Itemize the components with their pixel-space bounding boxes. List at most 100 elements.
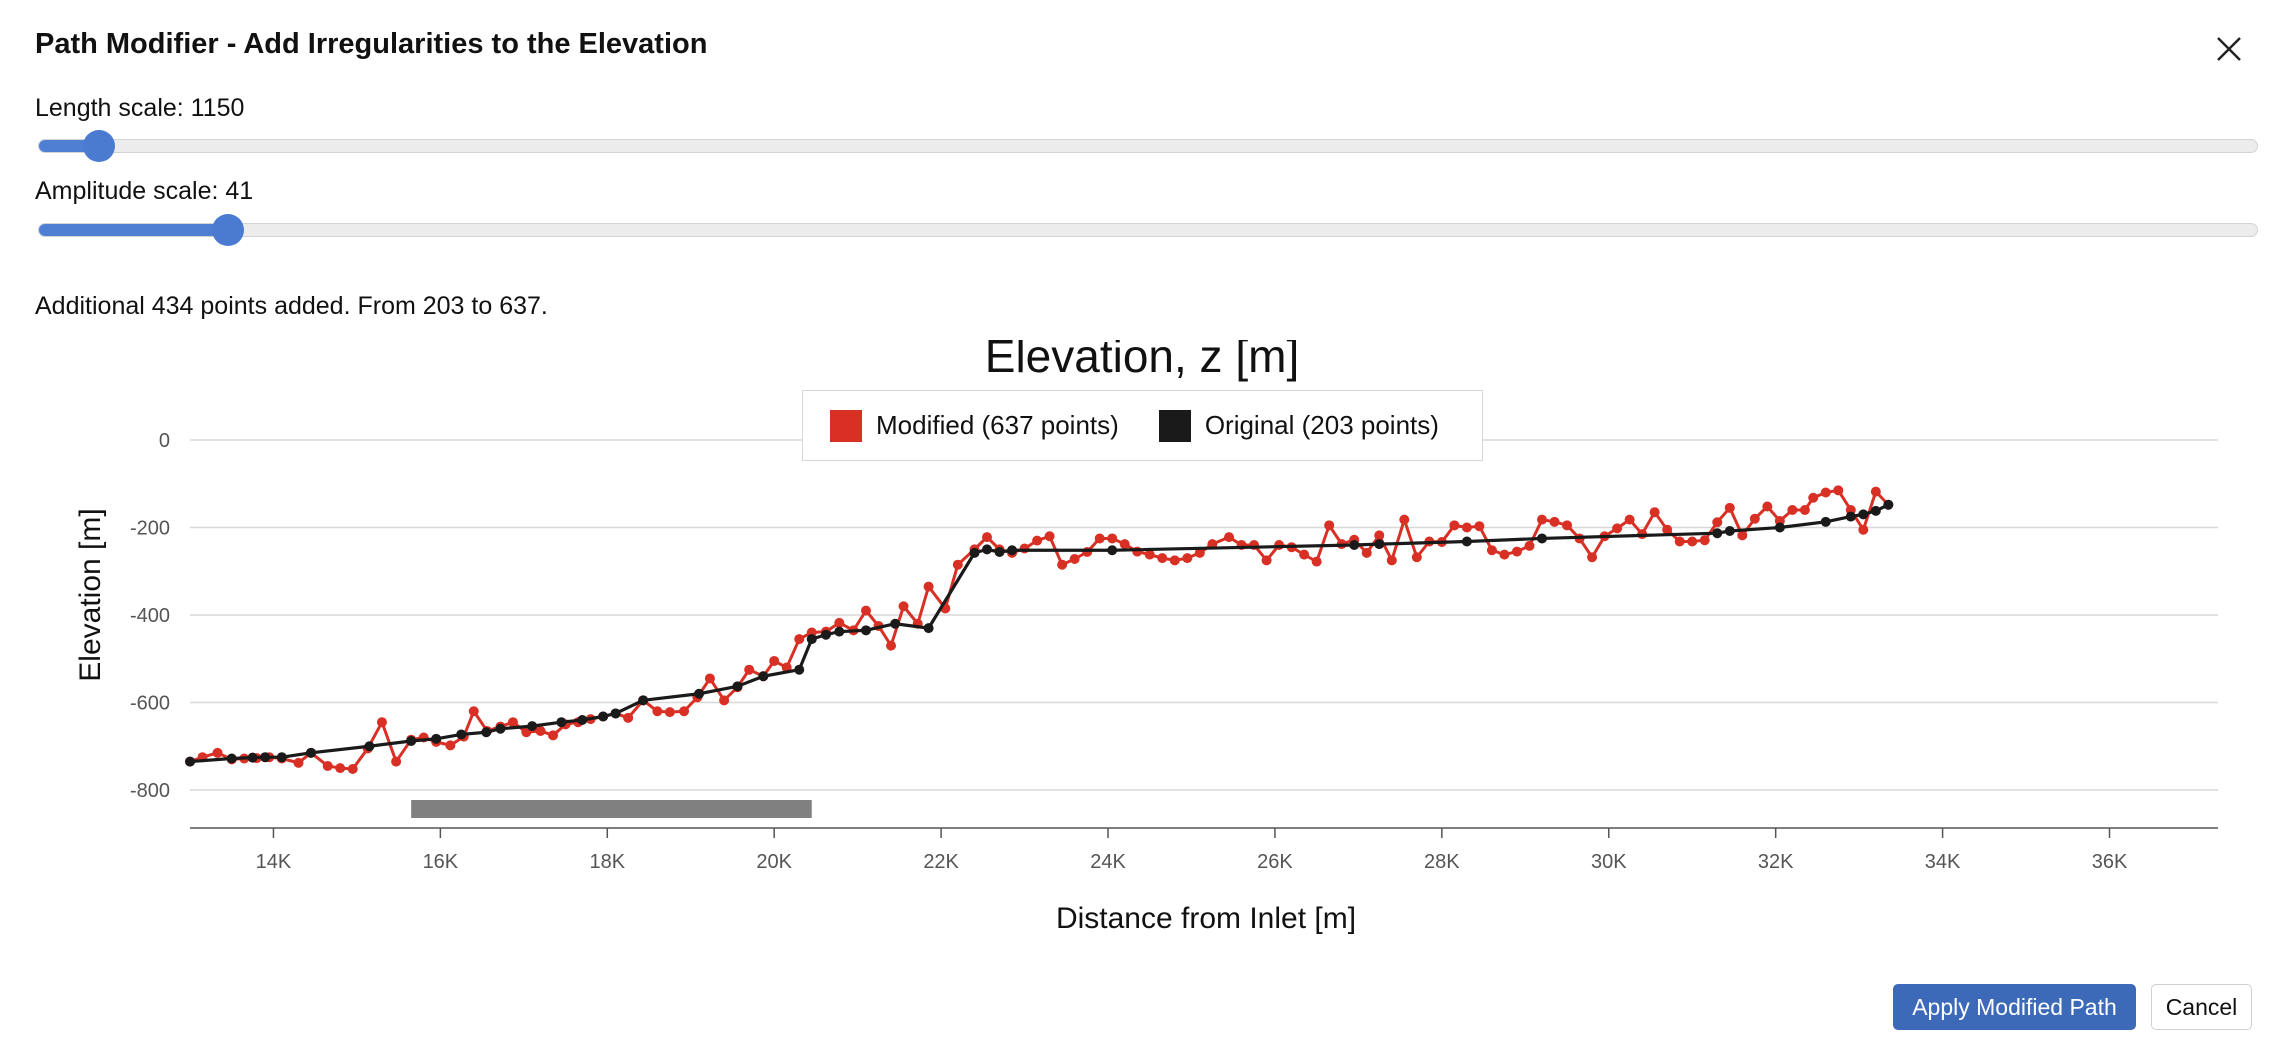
- data-point-modified: [548, 730, 559, 741]
- data-point-modified: [1399, 514, 1410, 525]
- data-point-original: [364, 741, 375, 752]
- data-point-modified: [212, 747, 223, 758]
- data-point-modified: [1157, 553, 1168, 564]
- data-point-original: [185, 756, 195, 767]
- data-point-modified: [1787, 505, 1798, 515]
- data-point-original: [276, 752, 287, 763]
- range-navigator-handle[interactable]: [411, 800, 812, 818]
- data-point-modified: [1499, 549, 1510, 560]
- legend-item-original[interactable]: Original (203 points): [1158, 409, 1439, 442]
- x-tick-label: 32K: [1758, 851, 1794, 873]
- x-tick-label: 36K: [2092, 851, 2128, 873]
- data-point-modified: [1299, 549, 1310, 560]
- data-point-modified: [664, 707, 675, 718]
- data-point-modified: [1549, 516, 1560, 527]
- y-tick-label: -200: [130, 518, 170, 540]
- amplitude-scale-thumb[interactable]: [211, 214, 244, 246]
- x-tick-label: 30K: [1591, 851, 1627, 873]
- legend-swatch-modified: [830, 409, 862, 442]
- x-axis-label: Distance from Inlet [m]: [1056, 902, 1356, 935]
- data-point-modified: [704, 673, 715, 684]
- data-point-original: [638, 695, 649, 706]
- x-tick-label: 14K: [256, 851, 292, 873]
- data-point-original: [806, 634, 817, 645]
- data-point-original: [1883, 499, 1894, 510]
- data-point-original: [1820, 516, 1831, 527]
- data-point-modified: [1224, 532, 1235, 543]
- data-point-modified: [1511, 546, 1522, 557]
- data-point-modified: [347, 764, 358, 774]
- data-point-modified: [1762, 501, 1773, 512]
- data-point-modified: [1169, 555, 1180, 566]
- data-point-original: [495, 723, 506, 734]
- data-point-modified: [923, 581, 934, 592]
- data-point-modified: [1799, 505, 1810, 515]
- legend-item-modified[interactable]: Modified (637 points): [830, 409, 1119, 442]
- amplitude-scale-label: Amplitude scale: 41: [35, 177, 254, 205]
- data-point-modified: [1019, 543, 1030, 554]
- data-point-modified: [1537, 514, 1547, 525]
- data-point-modified: [445, 740, 456, 751]
- data-point-original: [481, 727, 492, 738]
- data-point-modified: [1311, 556, 1322, 567]
- y-tick-label: -800: [130, 780, 170, 802]
- data-point-original: [226, 753, 237, 764]
- length-scale-label: Length scale: 1150: [35, 94, 245, 122]
- length-scale-slider[interactable]: [38, 130, 2258, 162]
- data-point-modified: [1324, 520, 1335, 531]
- navigator: [411, 800, 812, 818]
- data-point-original: [1870, 505, 1881, 516]
- chart-title: Elevation, z [m]: [985, 340, 1299, 382]
- data-point-original: [1712, 528, 1723, 539]
- legend-label-modified: Modified (637 points): [876, 410, 1119, 440]
- data-point-modified: [1411, 552, 1422, 563]
- x-tick-label: 16K: [423, 851, 459, 873]
- x-tick-label: 20K: [756, 851, 792, 873]
- data-point-original: [923, 623, 934, 634]
- data-point-original: [794, 664, 805, 675]
- data-point-original: [890, 618, 901, 629]
- data-point-modified: [1194, 547, 1205, 558]
- grid: [190, 439, 2218, 791]
- axes: 0 -200 -400 -600 -800 14K 16K 18K 20K 22K 24K 26K 28…: [130, 430, 2218, 873]
- data-point-modified: [652, 706, 663, 717]
- data-point-modified: [1808, 492, 1819, 503]
- x-tick-label: 24K: [1090, 851, 1126, 873]
- apply-modified-path-button[interactable]: Apply Modified Path: [1893, 984, 2136, 1030]
- data-point-original: [994, 547, 1005, 557]
- x-tick-label: 18K: [589, 851, 625, 873]
- data-point-modified: [744, 664, 755, 675]
- data-point-modified: [293, 757, 304, 768]
- data-point-modified: [769, 655, 780, 666]
- data-point-modified: [1057, 559, 1068, 570]
- data-point-modified: [1687, 536, 1698, 547]
- y-tick-label: 0: [159, 430, 170, 452]
- data-point-modified: [1094, 533, 1105, 544]
- length-scale-thumb[interactable]: [82, 130, 115, 162]
- legend-label-original: Original (203 points): [1204, 410, 1439, 440]
- data-point-modified: [1182, 553, 1193, 564]
- amplitude-scale-slider[interactable]: [38, 214, 2258, 246]
- data-point-modified: [1486, 545, 1497, 556]
- data-point-modified: [1712, 517, 1723, 528]
- data-point-modified: [1749, 513, 1760, 524]
- y-axis-label: Elevation [m]: [74, 508, 107, 681]
- data-point-modified: [1737, 530, 1748, 541]
- x-tick-label: 34K: [1925, 851, 1961, 873]
- data-point-modified: [1449, 520, 1460, 531]
- data-point-original: [1461, 536, 1472, 547]
- data-point-original: [456, 729, 467, 740]
- points-added-info: Additional 434 points added. From 203 to…: [35, 292, 548, 320]
- data-point-modified: [952, 559, 963, 570]
- data-point-modified: [468, 706, 479, 717]
- data-point-modified: [1662, 524, 1673, 535]
- data-point-modified: [1107, 533, 1118, 544]
- cancel-button[interactable]: Cancel: [2151, 984, 2252, 1030]
- close-icon[interactable]: [2213, 33, 2245, 65]
- x-tick-label: 28K: [1424, 851, 1460, 873]
- data-point-original: [260, 752, 271, 763]
- data-point-original: [1007, 545, 1018, 556]
- data-point-modified: [623, 712, 634, 723]
- data-point-modified: [1649, 507, 1660, 518]
- data-point-modified: [1032, 535, 1043, 546]
